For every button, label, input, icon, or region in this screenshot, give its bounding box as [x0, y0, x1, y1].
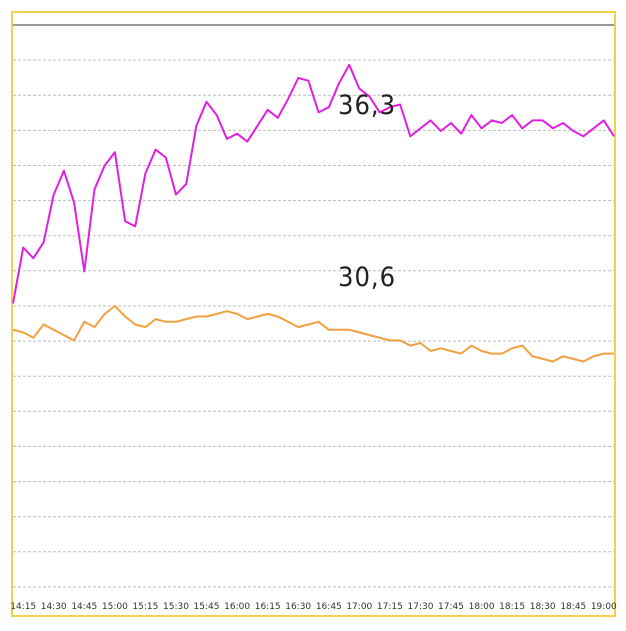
series-line-1: [12, 63, 615, 304]
x-axis-labels: 14:15 14:30 14:45 15:00 15:15 15:30 15:45 16:00…: [10, 602, 617, 612]
x-tick-label: 16:15: [255, 602, 281, 612]
x-tick-label: 15:00: [102, 602, 128, 612]
x-tick-label: 16:30: [285, 602, 311, 612]
annotation-value-magenta: 36,3: [338, 90, 396, 121]
series-line-2: [12, 304, 614, 363]
x-tick-label: 17:30: [408, 602, 434, 612]
x-tick-label: 14:30: [41, 602, 67, 612]
series-layer: [12, 63, 615, 363]
x-tick-label: 17:45: [438, 602, 464, 612]
gridlines: [13, 59, 614, 588]
x-tick-label: 16:00: [224, 602, 250, 612]
x-tick-label: 16:45: [316, 602, 342, 612]
x-tick-label: 18:00: [469, 602, 495, 612]
x-tick-label: 19:00: [591, 602, 617, 612]
annotation-value-orange: 30,6: [338, 262, 396, 293]
x-tick-label: 14:45: [71, 602, 97, 612]
x-tick-label: 18:45: [560, 602, 586, 612]
x-tick-label: 15:45: [194, 602, 220, 612]
x-tick-label: 17:00: [346, 602, 372, 612]
x-tick-label: 15:15: [132, 602, 158, 612]
x-tick-label: 17:15: [377, 602, 403, 612]
x-tick-label: 14:15: [10, 602, 36, 612]
x-tick-label: 15:30: [163, 602, 189, 612]
x-tick-label: 18:15: [499, 602, 525, 612]
chart-frame: [11, 11, 616, 617]
x-tick-label: 18:30: [530, 602, 556, 612]
